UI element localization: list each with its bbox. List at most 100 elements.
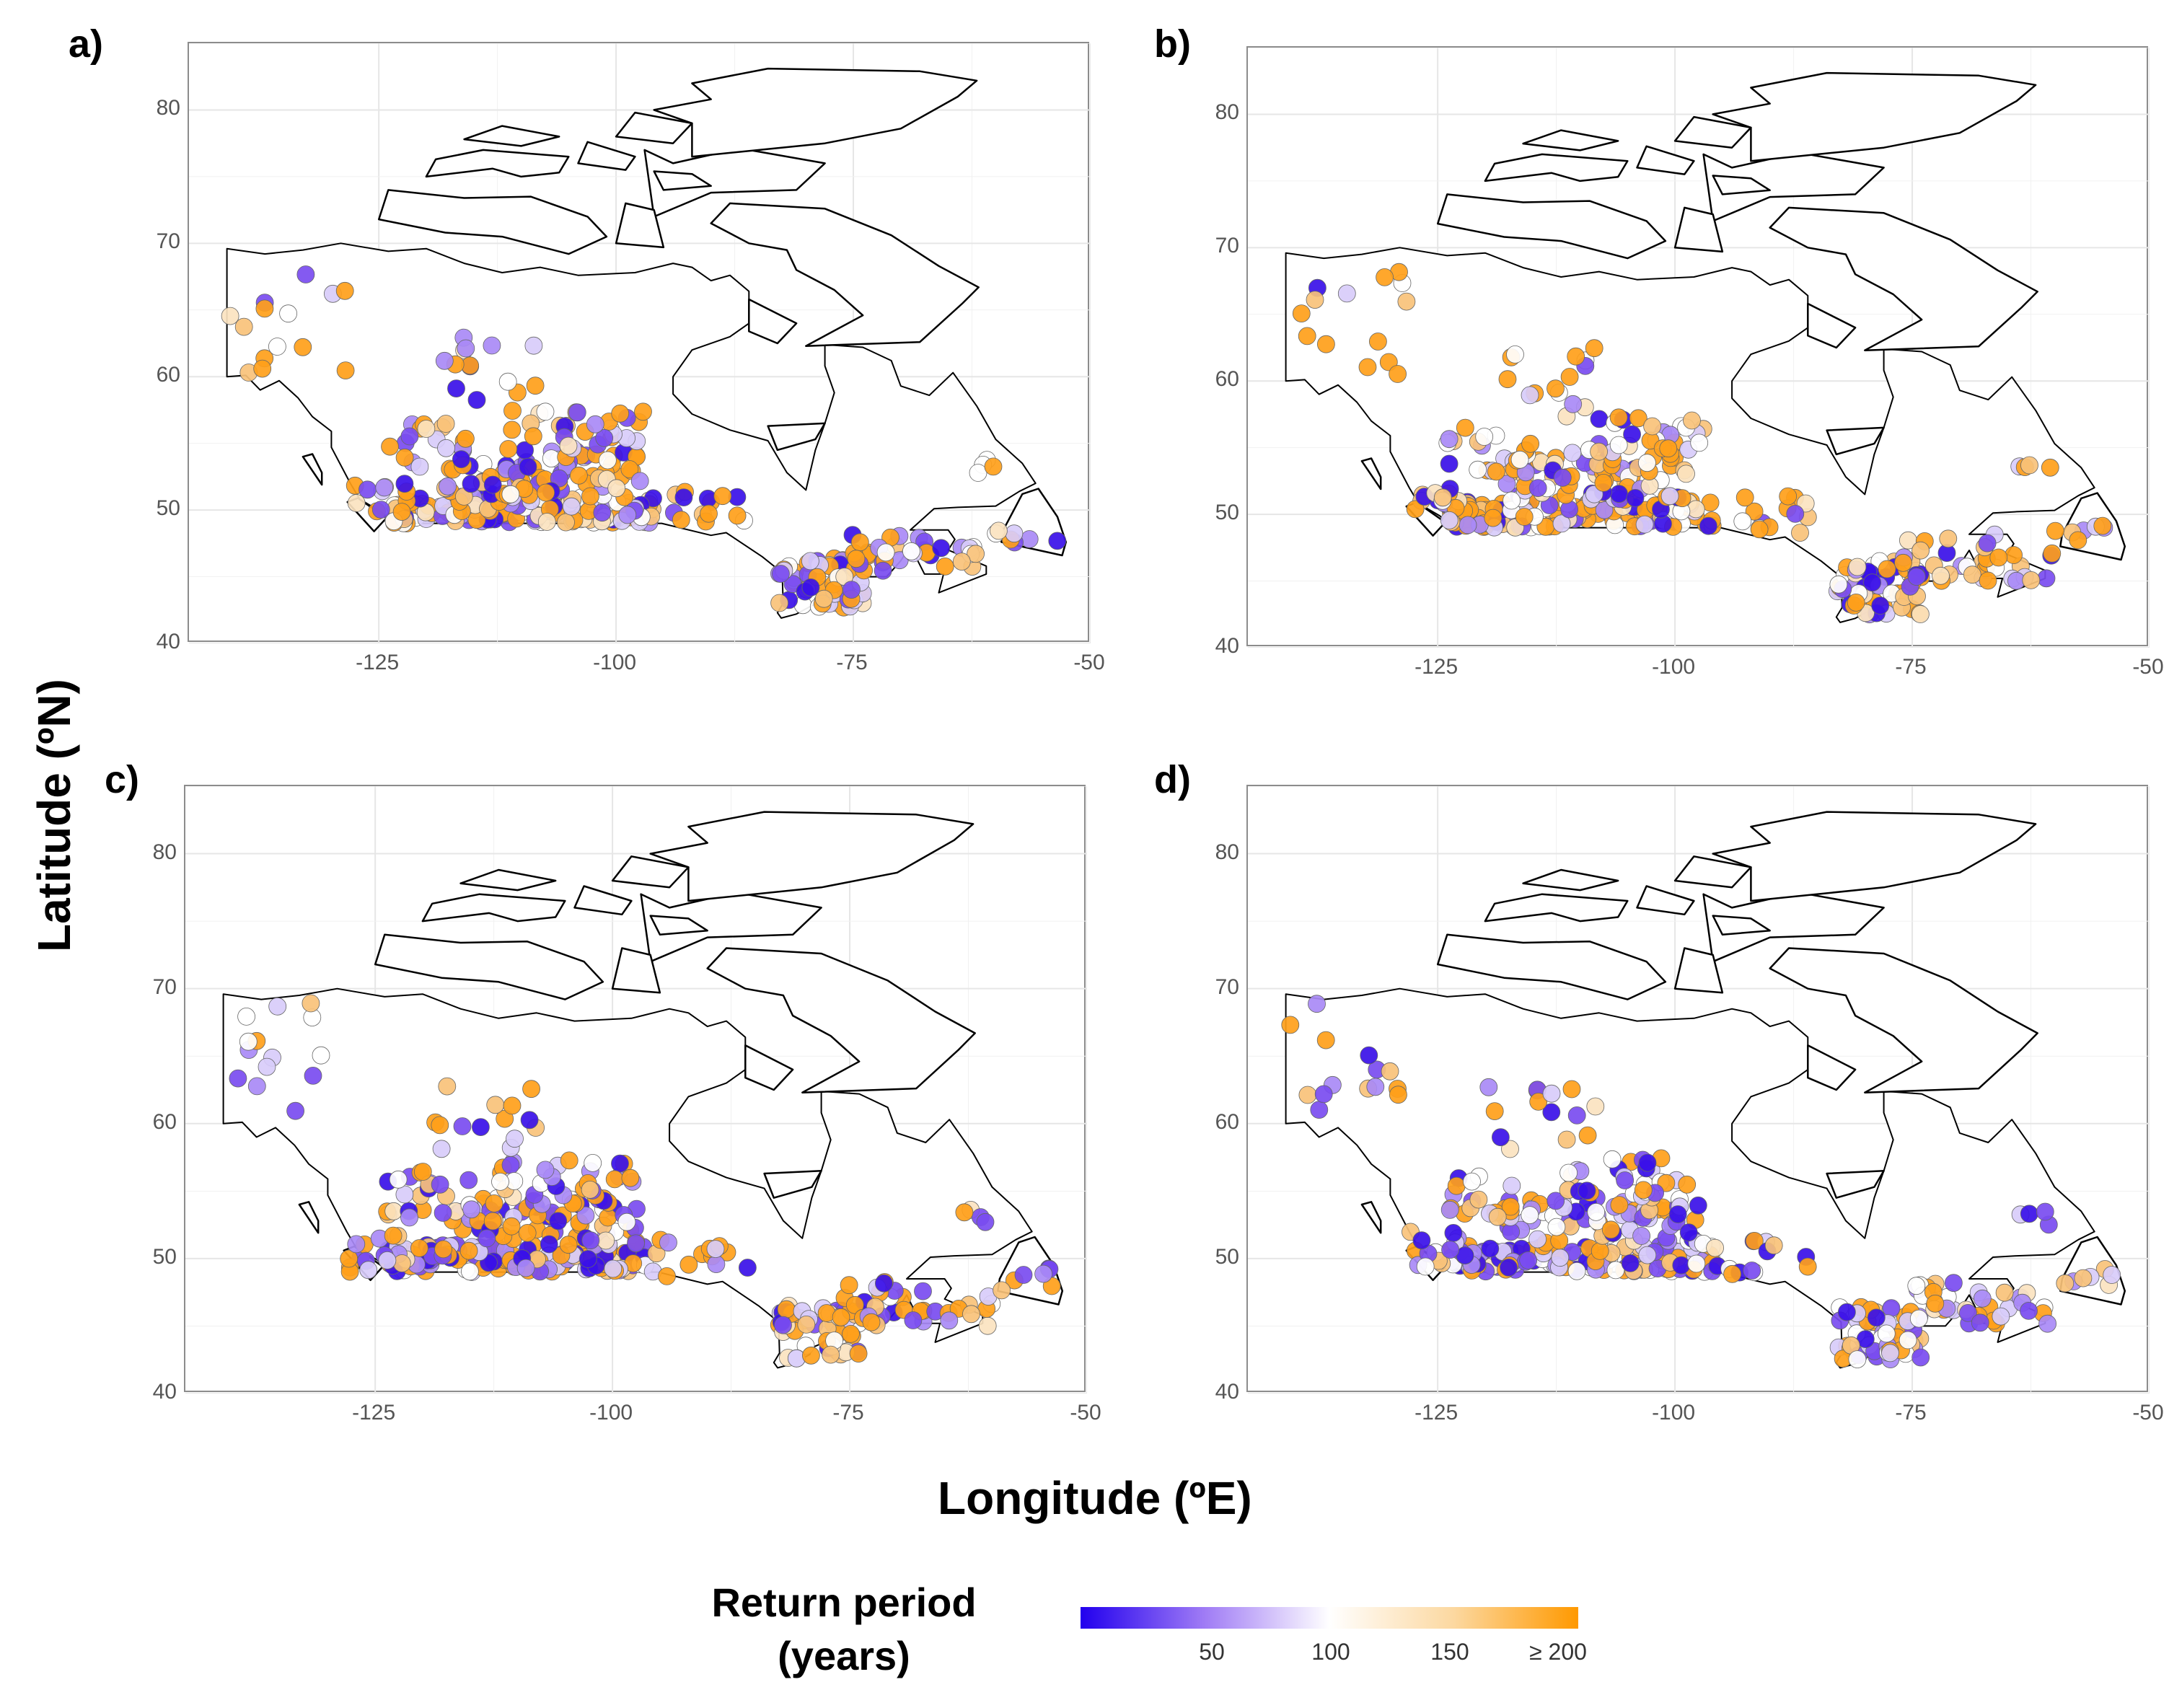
lon-tick-label: -125 xyxy=(352,1401,396,1425)
station-point xyxy=(842,1325,860,1343)
station-point xyxy=(457,339,475,358)
station-point xyxy=(1629,409,1647,428)
station-point xyxy=(634,402,652,421)
station-point xyxy=(1440,430,1459,449)
station-point xyxy=(617,1212,636,1231)
station-point xyxy=(1623,425,1641,444)
station-point xyxy=(1683,411,1701,430)
station-point xyxy=(1660,487,1679,506)
station-point xyxy=(840,1276,858,1295)
station-point xyxy=(562,497,581,516)
map-panel xyxy=(188,42,1091,643)
station-point xyxy=(437,439,455,457)
station-point xyxy=(1298,327,1316,345)
station-point xyxy=(1634,1181,1653,1199)
legend-title-line2: (years) xyxy=(778,1633,910,1678)
station-point xyxy=(1635,515,1654,534)
station-point xyxy=(498,372,517,391)
station-point xyxy=(772,565,790,583)
station-point xyxy=(984,457,1003,476)
station-point xyxy=(255,299,274,318)
station-point xyxy=(777,1300,796,1319)
station-point xyxy=(1559,1163,1578,1182)
panel-label: d) xyxy=(1154,758,1191,801)
station-point xyxy=(1679,1223,1698,1242)
station-point xyxy=(234,317,253,336)
station-point xyxy=(434,1240,453,1259)
map-canvas xyxy=(189,43,1091,643)
station-point xyxy=(559,436,578,455)
island-outline xyxy=(763,1170,822,1199)
station-point xyxy=(1995,1283,2014,1302)
station-point xyxy=(1989,548,2008,567)
island-outline xyxy=(615,202,665,249)
station-point xyxy=(537,483,555,502)
station-point xyxy=(519,457,537,476)
lat-tick-label: 60 xyxy=(1215,367,1239,392)
lat-tick-label: 40 xyxy=(156,630,180,653)
station-point xyxy=(2093,516,2112,535)
station-point xyxy=(1491,1128,1510,1147)
lat-tick-label: 80 xyxy=(1215,100,1239,125)
map-canvas xyxy=(185,786,1087,1394)
station-point xyxy=(435,351,454,370)
station-point xyxy=(1503,491,1521,510)
station-point xyxy=(434,1204,452,1222)
station-point xyxy=(1481,1239,1500,1258)
station-point xyxy=(1877,1324,1896,1343)
station-point xyxy=(706,1240,725,1258)
station-point xyxy=(1360,1046,1378,1065)
station-point xyxy=(384,1202,403,1220)
station-point xyxy=(537,513,556,531)
station-point xyxy=(1567,1262,1586,1280)
station-point xyxy=(478,1229,496,1248)
lon-tick-label: -50 xyxy=(1070,1401,1101,1425)
station-point xyxy=(1677,465,1695,483)
station-point xyxy=(1945,1274,1963,1293)
station-point xyxy=(1440,511,1459,529)
station-point xyxy=(605,1170,624,1189)
station-point xyxy=(1308,995,1326,1013)
island-outline xyxy=(649,811,974,902)
station-point xyxy=(875,1274,893,1293)
station-point xyxy=(1317,335,1335,353)
station-point xyxy=(978,1316,997,1335)
island-outline xyxy=(611,947,661,994)
station-point xyxy=(1406,500,1425,519)
station-point xyxy=(395,448,414,467)
station-point xyxy=(1723,1264,1741,1283)
island-outline xyxy=(615,111,693,144)
station-point xyxy=(1590,442,1609,461)
station-point xyxy=(296,265,315,283)
station-point xyxy=(932,539,951,558)
station-point xyxy=(1447,1176,1466,1195)
station-point xyxy=(506,1130,524,1148)
station-point xyxy=(2020,1205,2038,1223)
station-point xyxy=(593,503,612,522)
station-point xyxy=(400,1208,418,1227)
station-point xyxy=(1911,605,1930,623)
station-point xyxy=(485,1194,503,1212)
station-point xyxy=(876,543,895,562)
island-outline xyxy=(706,947,976,1093)
station-point xyxy=(1503,1176,1521,1195)
station-point xyxy=(2022,571,2041,589)
station-point xyxy=(728,506,747,525)
station-point xyxy=(611,404,630,423)
station-point xyxy=(439,477,457,496)
station-point xyxy=(1848,558,1867,576)
island-outline xyxy=(1712,71,2037,162)
station-point xyxy=(1506,345,1524,364)
station-point xyxy=(410,457,429,476)
legend-title-line1: Return period xyxy=(711,1580,977,1625)
island-outline xyxy=(744,1044,794,1091)
station-point xyxy=(1687,1254,1706,1273)
station-point xyxy=(814,589,833,608)
station-point xyxy=(410,1239,428,1257)
station-point xyxy=(1745,502,1764,521)
x-axis-title: Longitude (ºE) xyxy=(938,1472,1252,1524)
station-point xyxy=(2038,1314,2056,1333)
island-outline xyxy=(1826,426,1885,456)
island-outline xyxy=(1484,153,1629,182)
station-point xyxy=(1292,304,1311,323)
